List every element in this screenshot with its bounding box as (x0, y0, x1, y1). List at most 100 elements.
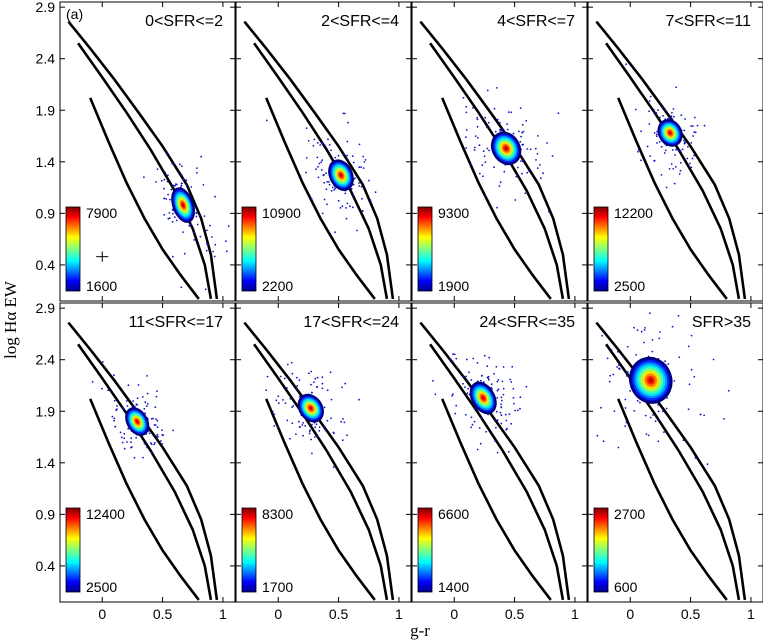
colorbar (241, 507, 257, 593)
scatter-point (649, 416, 652, 419)
scatter-point (520, 160, 522, 163)
scatter-point (501, 380, 504, 383)
scatter-point (498, 185, 501, 188)
scatter-point (484, 161, 487, 164)
scatter-point (602, 440, 605, 443)
scatter-point (305, 157, 308, 159)
scatter-point (455, 404, 458, 407)
scatter-point (132, 400, 135, 402)
scatter-point (670, 163, 673, 165)
scatter-point (493, 107, 496, 110)
scatter-point (317, 176, 320, 179)
scatter-point (622, 356, 625, 358)
scatter-point (465, 358, 468, 361)
scatter-point (333, 188, 336, 191)
scatter-point (696, 124, 699, 127)
scatter-point (142, 456, 144, 459)
scatter-point (488, 356, 491, 359)
scatter-point (354, 177, 356, 180)
scatter-point (687, 145, 689, 148)
scatter-point (334, 231, 336, 234)
colorbar (593, 206, 609, 292)
scatter-point (479, 442, 482, 445)
scatter-point (526, 171, 529, 174)
scatter-point (156, 426, 159, 429)
scatter-point (462, 375, 464, 378)
y-tick-label: 1.9 (36, 403, 56, 419)
scatter-point (665, 407, 668, 410)
scatter-point (150, 443, 153, 445)
scatter-point (291, 406, 293, 408)
x-tick-label: 0 (274, 606, 282, 622)
scatter-point (102, 361, 104, 363)
scatter-point (330, 398, 333, 401)
scatter-point (146, 375, 149, 377)
scatter-point (665, 186, 668, 189)
scatter-point (521, 144, 524, 146)
scatter-point (636, 329, 639, 332)
scatter-point (672, 108, 675, 110)
scatter-point (703, 414, 705, 417)
scatter-point (323, 181, 326, 184)
scatter-point (225, 250, 228, 253)
scatter-point (452, 353, 454, 356)
scatter-point (159, 440, 162, 442)
scatter-point (277, 395, 280, 398)
scatter-point (165, 153, 168, 155)
scatter-point (677, 149, 680, 152)
scatter-point (315, 386, 318, 388)
scatter-point (332, 466, 335, 468)
scatter-point (519, 396, 522, 399)
scatter-point (465, 375, 467, 378)
scatter-point (584, 347, 586, 349)
scatter-point (648, 100, 651, 102)
scatter-point (658, 337, 661, 340)
scatter-point (121, 441, 124, 444)
scatter-point (502, 366, 505, 368)
scatter-point (671, 149, 674, 151)
scatter-point (368, 179, 370, 182)
scatter-point (690, 125, 693, 127)
scatter-point (153, 424, 156, 426)
scatter-point (466, 379, 469, 382)
panel-title: 11<SFR<=17 (129, 314, 224, 331)
scatter-point (327, 181, 330, 183)
panel-6: 0 0.5 1 17<SFR<=24 8300 1700 (235, 302, 412, 622)
scatter-point (192, 231, 195, 234)
scatter-point (163, 178, 166, 181)
scatter-point (502, 387, 505, 390)
scatter-point (546, 142, 548, 144)
scatter-point (126, 405, 129, 407)
scatter-point (265, 389, 268, 392)
scatter-point (330, 417, 332, 420)
scatter-point (486, 147, 489, 150)
scatter-point (689, 162, 691, 165)
scatter-point (495, 365, 498, 368)
scatter-point (352, 194, 355, 197)
scatter-point (462, 96, 465, 99)
boundary-curve-2 (253, 343, 389, 601)
scatter-point (314, 426, 317, 429)
scatter-point (668, 168, 671, 170)
panel-title: 4<SFR<=7 (497, 13, 575, 30)
scatter-point (337, 154, 340, 157)
colorbar (65, 507, 81, 593)
panel-frame (59, 302, 236, 603)
scatter-point (167, 217, 170, 220)
scatter-point (649, 95, 652, 98)
scatter-point (525, 120, 528, 122)
scatter-point (346, 154, 348, 157)
scatter-point (180, 165, 183, 168)
scatter-point (510, 111, 513, 114)
scatter-point (323, 198, 326, 201)
scatter-point (506, 427, 508, 430)
scatter-point (331, 186, 334, 189)
scatter-point (583, 374, 585, 376)
scatter-point (510, 381, 513, 383)
scatter-point (521, 131, 523, 134)
scatter-point (476, 118, 479, 121)
scatter-point (524, 192, 527, 195)
scatter-point (645, 433, 648, 435)
scatter-point (662, 114, 664, 117)
scatter-point (113, 419, 115, 422)
